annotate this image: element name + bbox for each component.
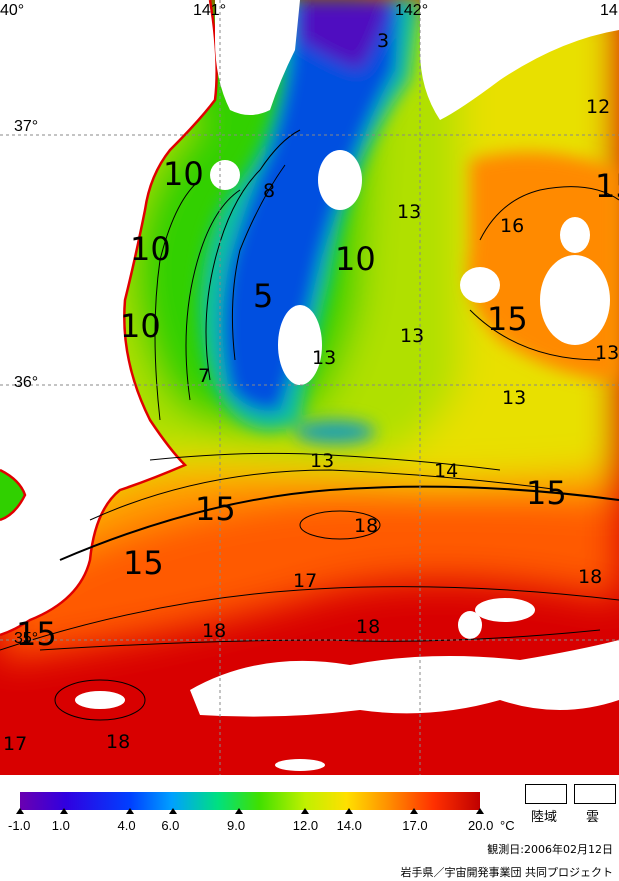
colorbar-tick-label: 1.0 [51,818,70,833]
colorbar-tick-label: 6.0 [161,818,180,833]
peninsula-coast [0,468,27,522]
colorbar-tick-label: 12.0 [292,818,319,833]
contour-label: 13 [312,347,337,369]
contour-label: 13 [397,201,422,223]
contour-label: 15 [595,167,619,205]
coastline [0,0,218,637]
cloud-patches [75,0,619,771]
land-label: 陸域 [531,810,558,825]
contour-label: 8 [263,180,276,202]
contour-label: 15 [16,615,57,653]
colorbar-tick [344,808,353,814]
contour-label: 18 [202,620,227,642]
contour-label: 18 [106,731,131,753]
contour-label: 13 [502,387,527,409]
contour-label: 13 [400,325,425,347]
sst-map [0,0,619,775]
eddy-cold [295,420,375,444]
colorbar-tick [476,808,484,814]
colorbar-tick [16,808,24,814]
colorbar-tick [235,808,244,814]
cold-tongue-inner [222,0,400,411]
lon-label: 40° [0,2,25,19]
contour-label: 10 [120,307,161,345]
colorbar-tick [59,808,68,814]
lat-label: 37° [14,118,39,135]
lon-label: 14 [600,2,618,19]
colorbar-tick-label: 4.0 [117,818,136,833]
cloud-label: 雲 [586,810,600,825]
temperature-colorbar [20,792,480,810]
contour-label: 15 [487,300,528,338]
lon-label: 142° [395,2,429,19]
contour-label: 7 [198,365,211,387]
contour-label: 13 [595,342,619,364]
colorbar-tick-label: -1.0 [8,818,31,833]
colorbar-tick [300,808,309,814]
contour-label: 5 [253,277,274,315]
contour-lines [0,129,619,721]
contour-label: 18 [578,566,603,588]
contour-label: 16 [500,215,525,237]
contour-label: 12 [586,96,611,118]
lat-label: 36° [14,374,39,391]
cloud-swatch [574,784,616,804]
contour-label: 10 [163,155,204,193]
colorbar-tick [169,808,178,814]
contour-label: 17 [3,733,28,755]
lon-label: 141° [193,2,227,19]
colorbar-tick-label: 14.0 [336,818,362,833]
contour-label: 15 [123,544,164,582]
contour-label: 10 [130,230,171,268]
contour-label: 17 [293,570,318,592]
contour-label: 3 [377,30,390,52]
colorbar-tick-label: 17.0 [402,818,428,833]
colorbar-tick-label: 20.0 [468,818,494,833]
credit-text: 岩手県／宇宙開発事業団 共同プロジェクト [400,866,614,879]
land-swatch [525,784,567,804]
contour-label: 13 [310,450,335,472]
contour-label: 10 [335,240,376,278]
contour-label: 18 [356,616,381,638]
colorbar-tick [410,808,419,814]
colorbar-tick-label: 9.0 [227,818,246,833]
colorbar-tick [125,808,134,814]
lat-label: 35° [14,630,39,647]
cold-core [300,0,390,70]
contour-label: 18 [354,515,379,537]
grid-lines [0,0,619,775]
unit-label: °C [500,818,515,833]
contour-label: 14 [434,460,459,482]
contour-label: 15 [195,490,236,528]
observation-date: 観測日:2006年02月12日 [487,843,613,856]
contour-label: 15 [526,474,567,512]
